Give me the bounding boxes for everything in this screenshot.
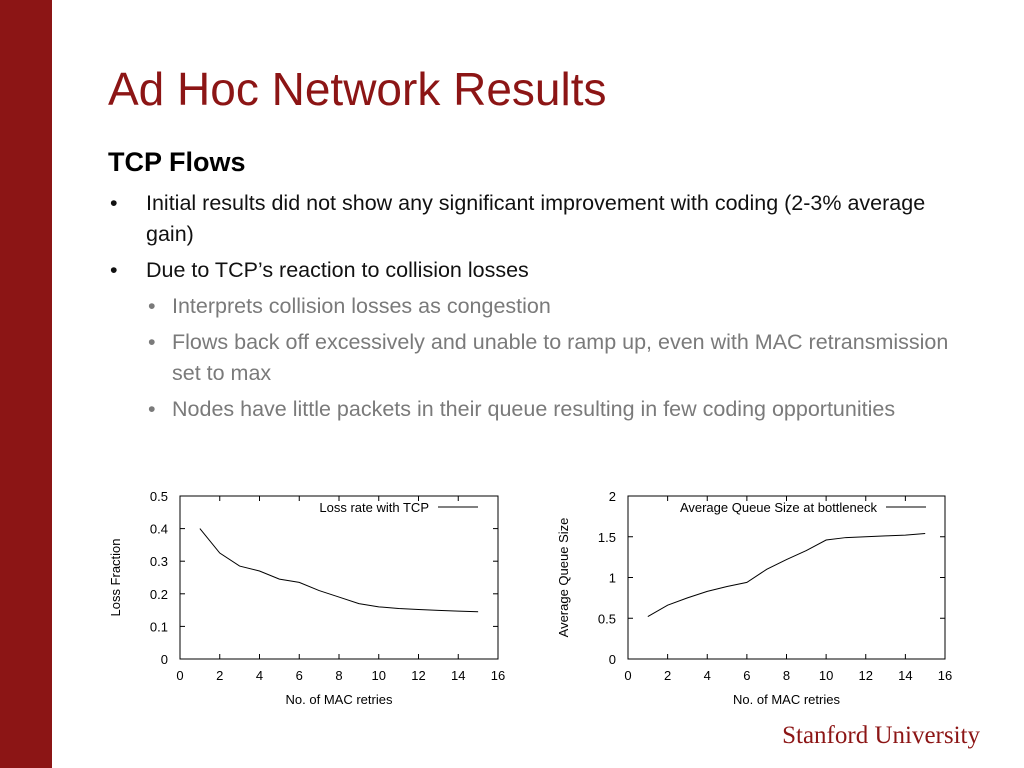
series-line	[647, 532, 926, 618]
x-tick-label: 16	[491, 668, 505, 683]
stanford-logo: Stanford University	[782, 722, 980, 749]
bullet-dot: •	[148, 294, 156, 318]
x-tick-label: 6	[743, 668, 750, 683]
bullet-list: • Initial results did not show any signi…	[108, 188, 968, 430]
slide-subtitle: TCP Flows	[108, 147, 246, 177]
x-tick-label: 8	[783, 668, 790, 683]
bullet-text: Due to TCP’s reaction to collision losse…	[146, 258, 529, 282]
bullet-dot: •	[148, 397, 156, 421]
series-line	[199, 528, 479, 613]
y-tick-label: 0	[161, 652, 168, 667]
y-tick-label: 0.5	[150, 489, 168, 504]
plot-frame	[179, 495, 499, 660]
x-axis-label: No. of MAC retries	[286, 692, 393, 707]
sub-bullet-item: • Interprets collision losses as congest…	[108, 291, 968, 322]
x-tick-label: 2	[664, 668, 671, 683]
bullet-dot: •	[148, 330, 156, 354]
x-tick-label: 8	[335, 668, 342, 683]
bullet-dot: •	[110, 258, 118, 282]
y-axis-label: Loss Fraction	[108, 538, 123, 616]
x-tick-label: 4	[704, 668, 711, 683]
x-tick-label: 10	[819, 668, 833, 683]
x-tick-label: 0	[176, 668, 183, 683]
y-tick-label: 0.1	[150, 619, 168, 634]
bullet-text: Nodes have little packets in their queue…	[172, 397, 896, 421]
x-tick-label: 6	[296, 668, 303, 683]
x-tick-label: 16	[938, 668, 952, 683]
legend-label: Loss rate with TCP	[319, 500, 429, 515]
bullet-item: • Due to TCP’s reaction to collision los…	[108, 255, 968, 286]
y-tick-label: 0.4	[150, 522, 168, 537]
sub-bullet-item: • Flows back off excessively and unable …	[108, 327, 968, 389]
loss-rate-chart: 0 2 4 6 8 10 12 14 16 0 0.1 0.2 0.3 0.4 0.5 No. of MAC …	[108, 489, 505, 707]
y-tick-label: 1.5	[598, 530, 616, 545]
y-tick-label: 0	[609, 652, 616, 667]
y-tick-label: 0.2	[150, 587, 168, 602]
bullet-item: • Initial results did not show any signi…	[108, 188, 968, 250]
x-tick-label: 12	[411, 668, 425, 683]
x-tick-label: 14	[451, 668, 465, 683]
y-tick-label: 2	[609, 489, 616, 504]
y-tick-label: 0.3	[150, 554, 168, 569]
x-tick-label: 12	[859, 668, 873, 683]
bullet-text: Initial results did not show any signifi…	[146, 191, 926, 246]
bullet-text: Interprets collision losses as congestio…	[172, 294, 551, 318]
x-axis-label: No. of MAC retries	[733, 692, 840, 707]
legend-label: Average Queue Size at bottleneck	[680, 500, 878, 515]
y-tick-label: 0.5	[598, 611, 616, 626]
plot-frame	[627, 495, 946, 660]
queue-size-chart: 0 2 4 6 8 10 12 14 16 0 0.5 1 1.5 2 No. of MAC retries…	[556, 489, 952, 707]
bullet-dot: •	[110, 191, 118, 215]
x-tick-label: 14	[898, 668, 912, 683]
x-tick-label: 0	[624, 668, 631, 683]
bullet-text: Flows back off excessively and unable to…	[172, 330, 949, 385]
slide-title: Ad Hoc Network Results	[108, 63, 607, 115]
y-axis-label: Average Queue Size	[556, 518, 571, 638]
x-tick-label: 4	[256, 668, 263, 683]
x-tick-label: 2	[216, 668, 223, 683]
x-tick-label: 10	[372, 668, 386, 683]
sub-bullet-item: • Nodes have little packets in their que…	[108, 394, 968, 425]
left-accent-bar	[0, 0, 52, 768]
y-tick-label: 1	[609, 571, 616, 586]
